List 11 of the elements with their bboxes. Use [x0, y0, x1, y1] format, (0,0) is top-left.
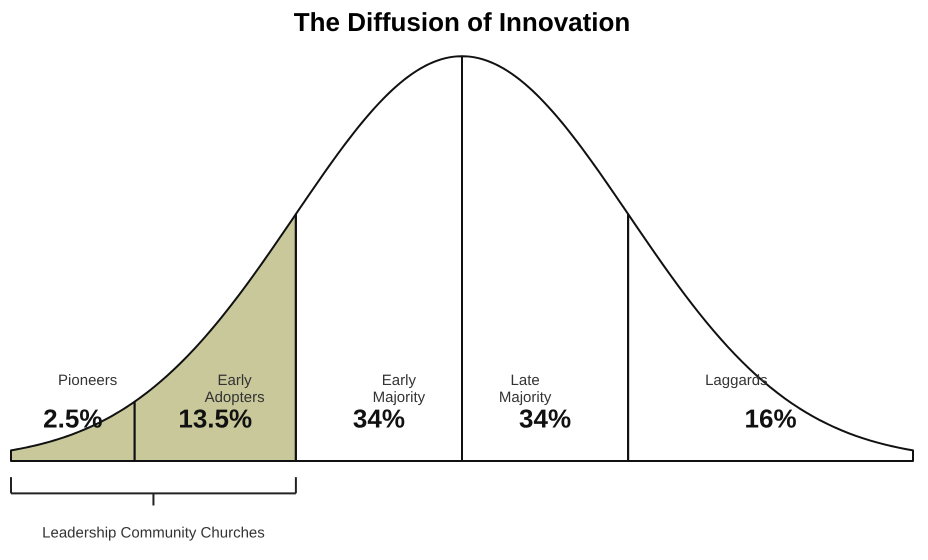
category-label: Early Majority [372, 372, 426, 406]
data-label: 13.5% [178, 404, 252, 434]
category-label: Pioneers [58, 372, 118, 390]
data-label: 2.5% [43, 404, 102, 434]
data-label: 34% [519, 404, 572, 434]
text: The Diffusion of Innovation [294, 7, 630, 37]
data-label: 34% [352, 404, 405, 434]
text: Leadership Community Churches [42, 524, 265, 542]
category-label: Early Adopters [204, 372, 265, 406]
data-label: 16% [744, 404, 797, 434]
category-label: Late Majority [498, 372, 552, 406]
